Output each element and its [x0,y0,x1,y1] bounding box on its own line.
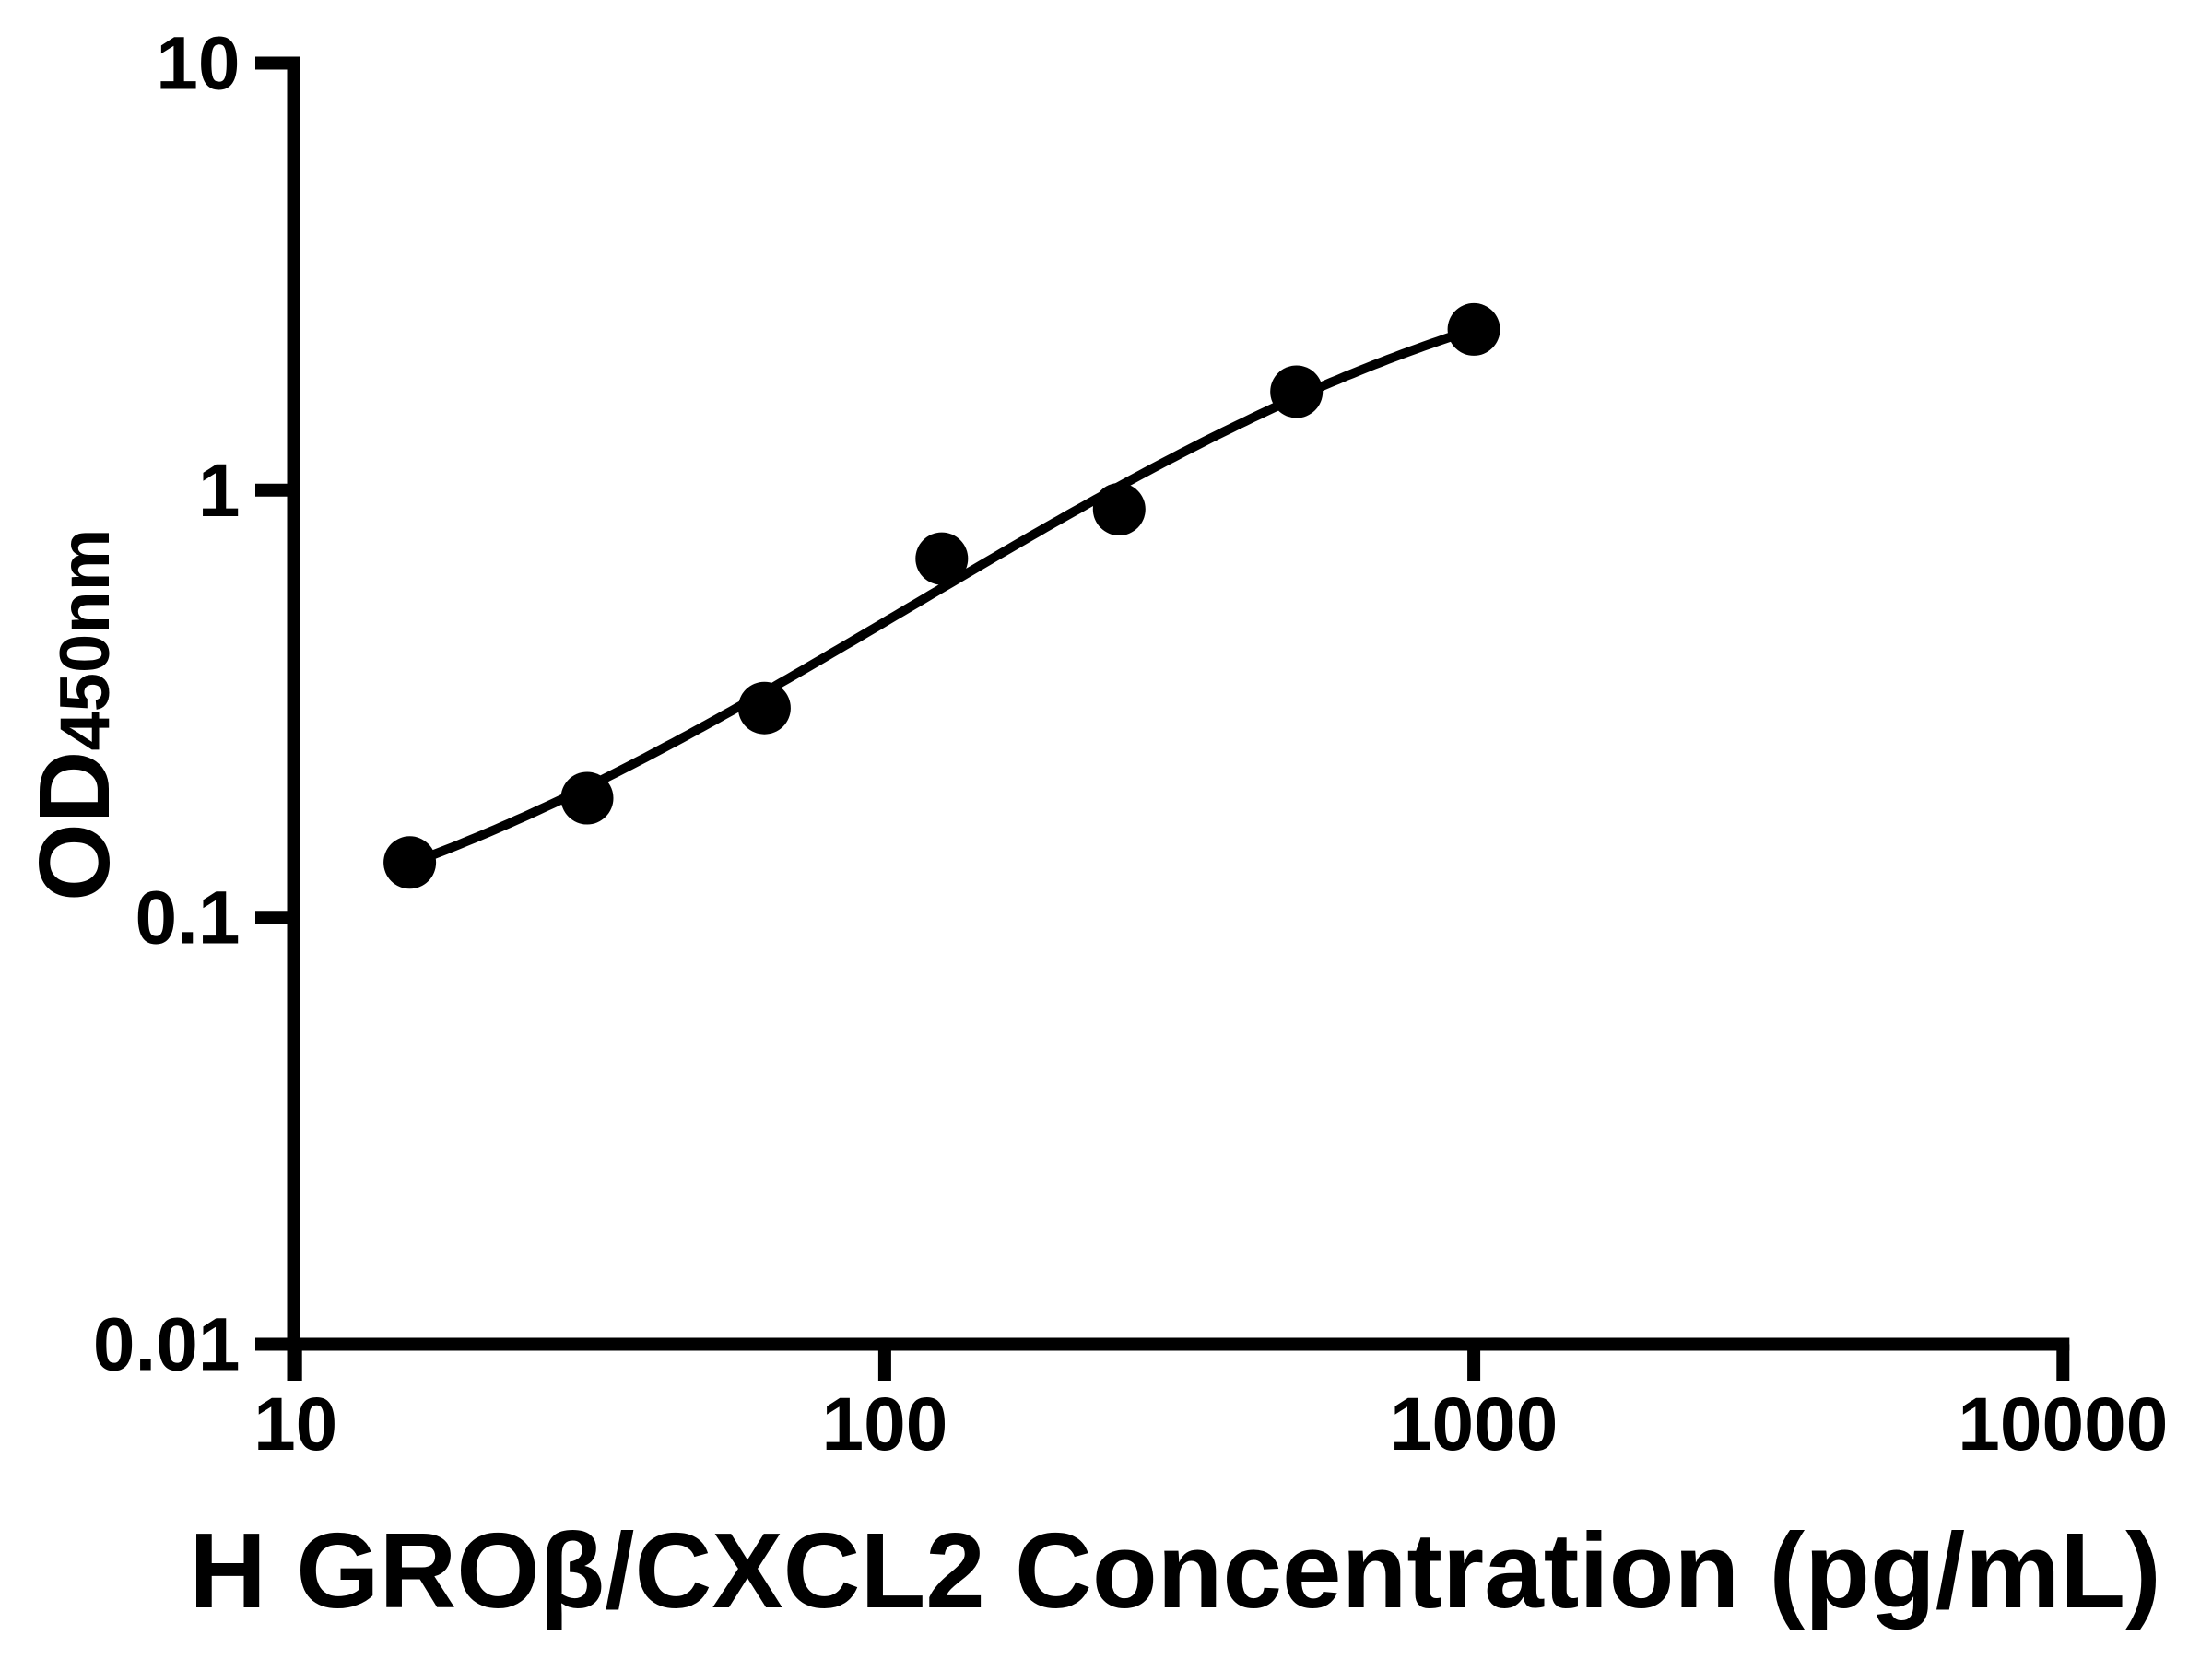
svg-text:1000: 1000 [1390,1382,1558,1466]
svg-text:100: 100 [821,1382,947,1466]
svg-text:1: 1 [198,449,241,533]
svg-text:10: 10 [156,22,240,106]
svg-text:0.01: 0.01 [93,1303,241,1387]
svg-text:10: 10 [253,1382,337,1466]
svg-text:H GROβ/CXCL2 Concentration (pg: H GROβ/CXCL2 Concentration (pg/mL) [189,1511,2160,1630]
svg-text:10000: 10000 [1958,1382,2168,1466]
svg-text:0.1: 0.1 [135,876,241,959]
